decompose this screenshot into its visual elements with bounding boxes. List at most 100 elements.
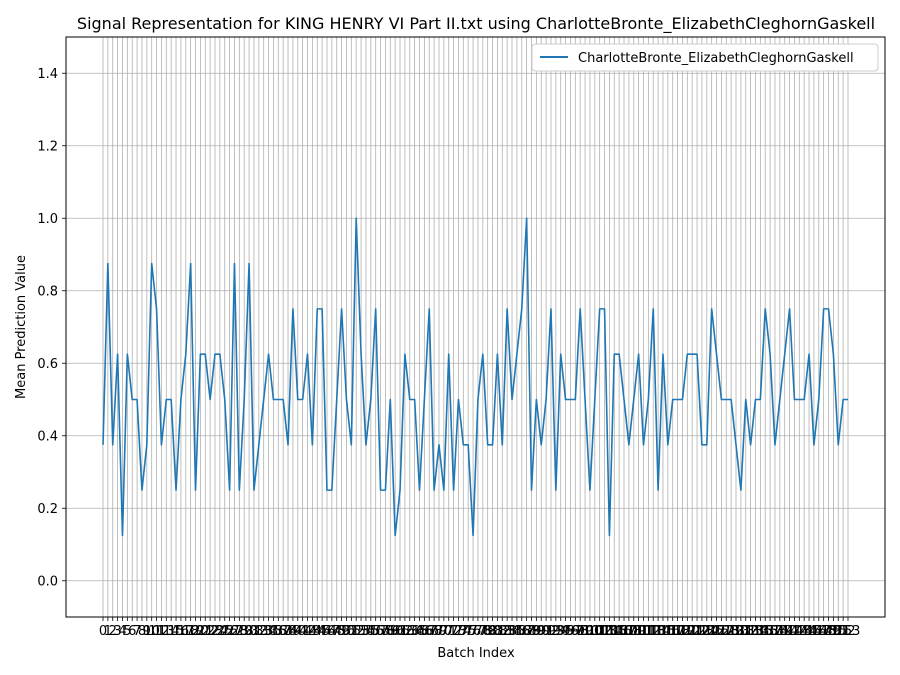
x-tick-label: 5 [123,624,131,639]
x-tick-label: 63 [401,624,418,639]
x-tick-label: 112 [636,624,661,639]
x-tick-label: 133 [738,624,763,639]
x-tick-label: 90 [533,624,550,639]
x-tick-label: 124 [694,624,719,639]
x-tick-label: 2 [109,624,117,639]
x-tick-label: 142 [782,624,807,639]
y-axis-label: Mean Prediction Value [14,255,29,399]
x-tick-label: 34 [260,624,277,639]
x-axis-ticks: 0123456789101112131415161718192021222324… [99,617,861,639]
x-tick-label: 43 [304,624,321,639]
y-tick-label: 1.0 [37,212,58,227]
x-tick-label: 10 [143,624,160,639]
x-tick-label: 143 [787,624,812,639]
x-tick-label: 26 [221,624,238,639]
x-tick-label: 113 [641,624,666,639]
y-grid [66,72,885,582]
x-axis-label: Batch Index [437,646,515,661]
x-tick-label: 82 [494,624,511,639]
x-tick-label: 66 [416,624,433,639]
x-tick-label: 35 [265,624,282,639]
x-tick-label: 15 [168,624,185,639]
x-tick-label: 76 [465,624,482,639]
x-tick-label: 58 [377,624,394,639]
x-tick-label: 19 [187,624,204,639]
x-tick-label: 86 [513,624,530,639]
x-tick-label: 119 [670,624,695,639]
x-tick-label: 16 [173,624,190,639]
x-tick-label: 29 [236,624,253,639]
x-tick-label: 13 [158,624,175,639]
x-tick-label: 135 [748,624,773,639]
x-tick-label: 92 [543,624,560,639]
x-tick-label: 49 [333,624,350,639]
x-tick-label: 107 [612,624,637,639]
x-tick-label: 89 [528,624,545,639]
y-tick-label: 0.0 [37,574,58,589]
x-tick-label: 53 [353,624,370,639]
x-tick-label: 145 [797,624,822,639]
x-tick-label: 72 [445,624,462,639]
x-tick-label: 136 [753,624,778,639]
x-tick-label: 24 [212,624,229,639]
x-tick-label: 1 [104,624,112,639]
x-tick-label: 36 [270,624,287,639]
x-tick-label: 139 [767,624,792,639]
x-tick-label: 109 [621,624,646,639]
x-tick-label: 46 [319,624,336,639]
x-tick-label: 57 [372,624,389,639]
y-tick-label: 0.6 [37,357,58,372]
x-tick-label: 151 [826,624,851,639]
x-tick-label: 74 [455,624,472,639]
x-tick-label: 152 [831,624,856,639]
x-tick-label: 60 [387,624,404,639]
x-tick-label: 41 [294,624,311,639]
x-tick-label: 122 [685,624,710,639]
y-tick-label: 0.2 [37,502,58,517]
x-tick-label: 111 [631,624,656,639]
x-tick-label: 150 [821,624,846,639]
x-tick-label: 137 [758,624,783,639]
x-tick-label: 114 [646,624,671,639]
x-grid [102,37,849,617]
x-tick-label: 70 [436,624,453,639]
x-tick-label: 75 [460,624,477,639]
x-tick-label: 4 [118,624,126,639]
x-tick-label: 77 [470,624,487,639]
x-tick-label: 62 [397,624,414,639]
y-tick-label: 1.4 [37,67,58,82]
x-tick-label: 18 [182,624,199,639]
x-tick-label: 28 [231,624,248,639]
x-tick-label: 149 [816,624,841,639]
x-tick-label: 30 [241,624,258,639]
x-tick-label: 87 [518,624,535,639]
x-tick-label: 52 [348,624,365,639]
x-tick-label: 140 [772,624,797,639]
x-tick-label: 85 [509,624,526,639]
x-tick-label: 153 [836,624,861,639]
x-tick-label: 123 [690,624,715,639]
x-tick-label: 116 [655,624,680,639]
series-layer [102,217,848,537]
x-tick-label: 128 [714,624,739,639]
x-tick-label: 48 [328,624,345,639]
x-tick-label: 11 [148,624,165,639]
x-tick-label: 102 [587,624,612,639]
x-tick-label: 68 [426,624,443,639]
x-tick-label: 31 [246,624,263,639]
x-tick-label: 65 [411,624,428,639]
x-tick-label: 117 [660,624,685,639]
chart-title: Signal Representation for KING HENRY VI … [77,14,875,34]
x-tick-label: 73 [450,624,467,639]
y-tick-label: 0.4 [37,429,58,444]
x-tick-label: 9 [143,624,151,639]
x-tick-label: 32 [251,624,268,639]
x-tick-label: 94 [552,624,569,639]
x-tick-label: 97 [567,624,584,639]
x-tick-label: 148 [811,624,836,639]
x-tick-label: 108 [616,624,641,639]
x-tick-label: 106 [607,624,632,639]
x-tick-label: 33 [255,624,272,639]
x-tick-label: 146 [802,624,827,639]
